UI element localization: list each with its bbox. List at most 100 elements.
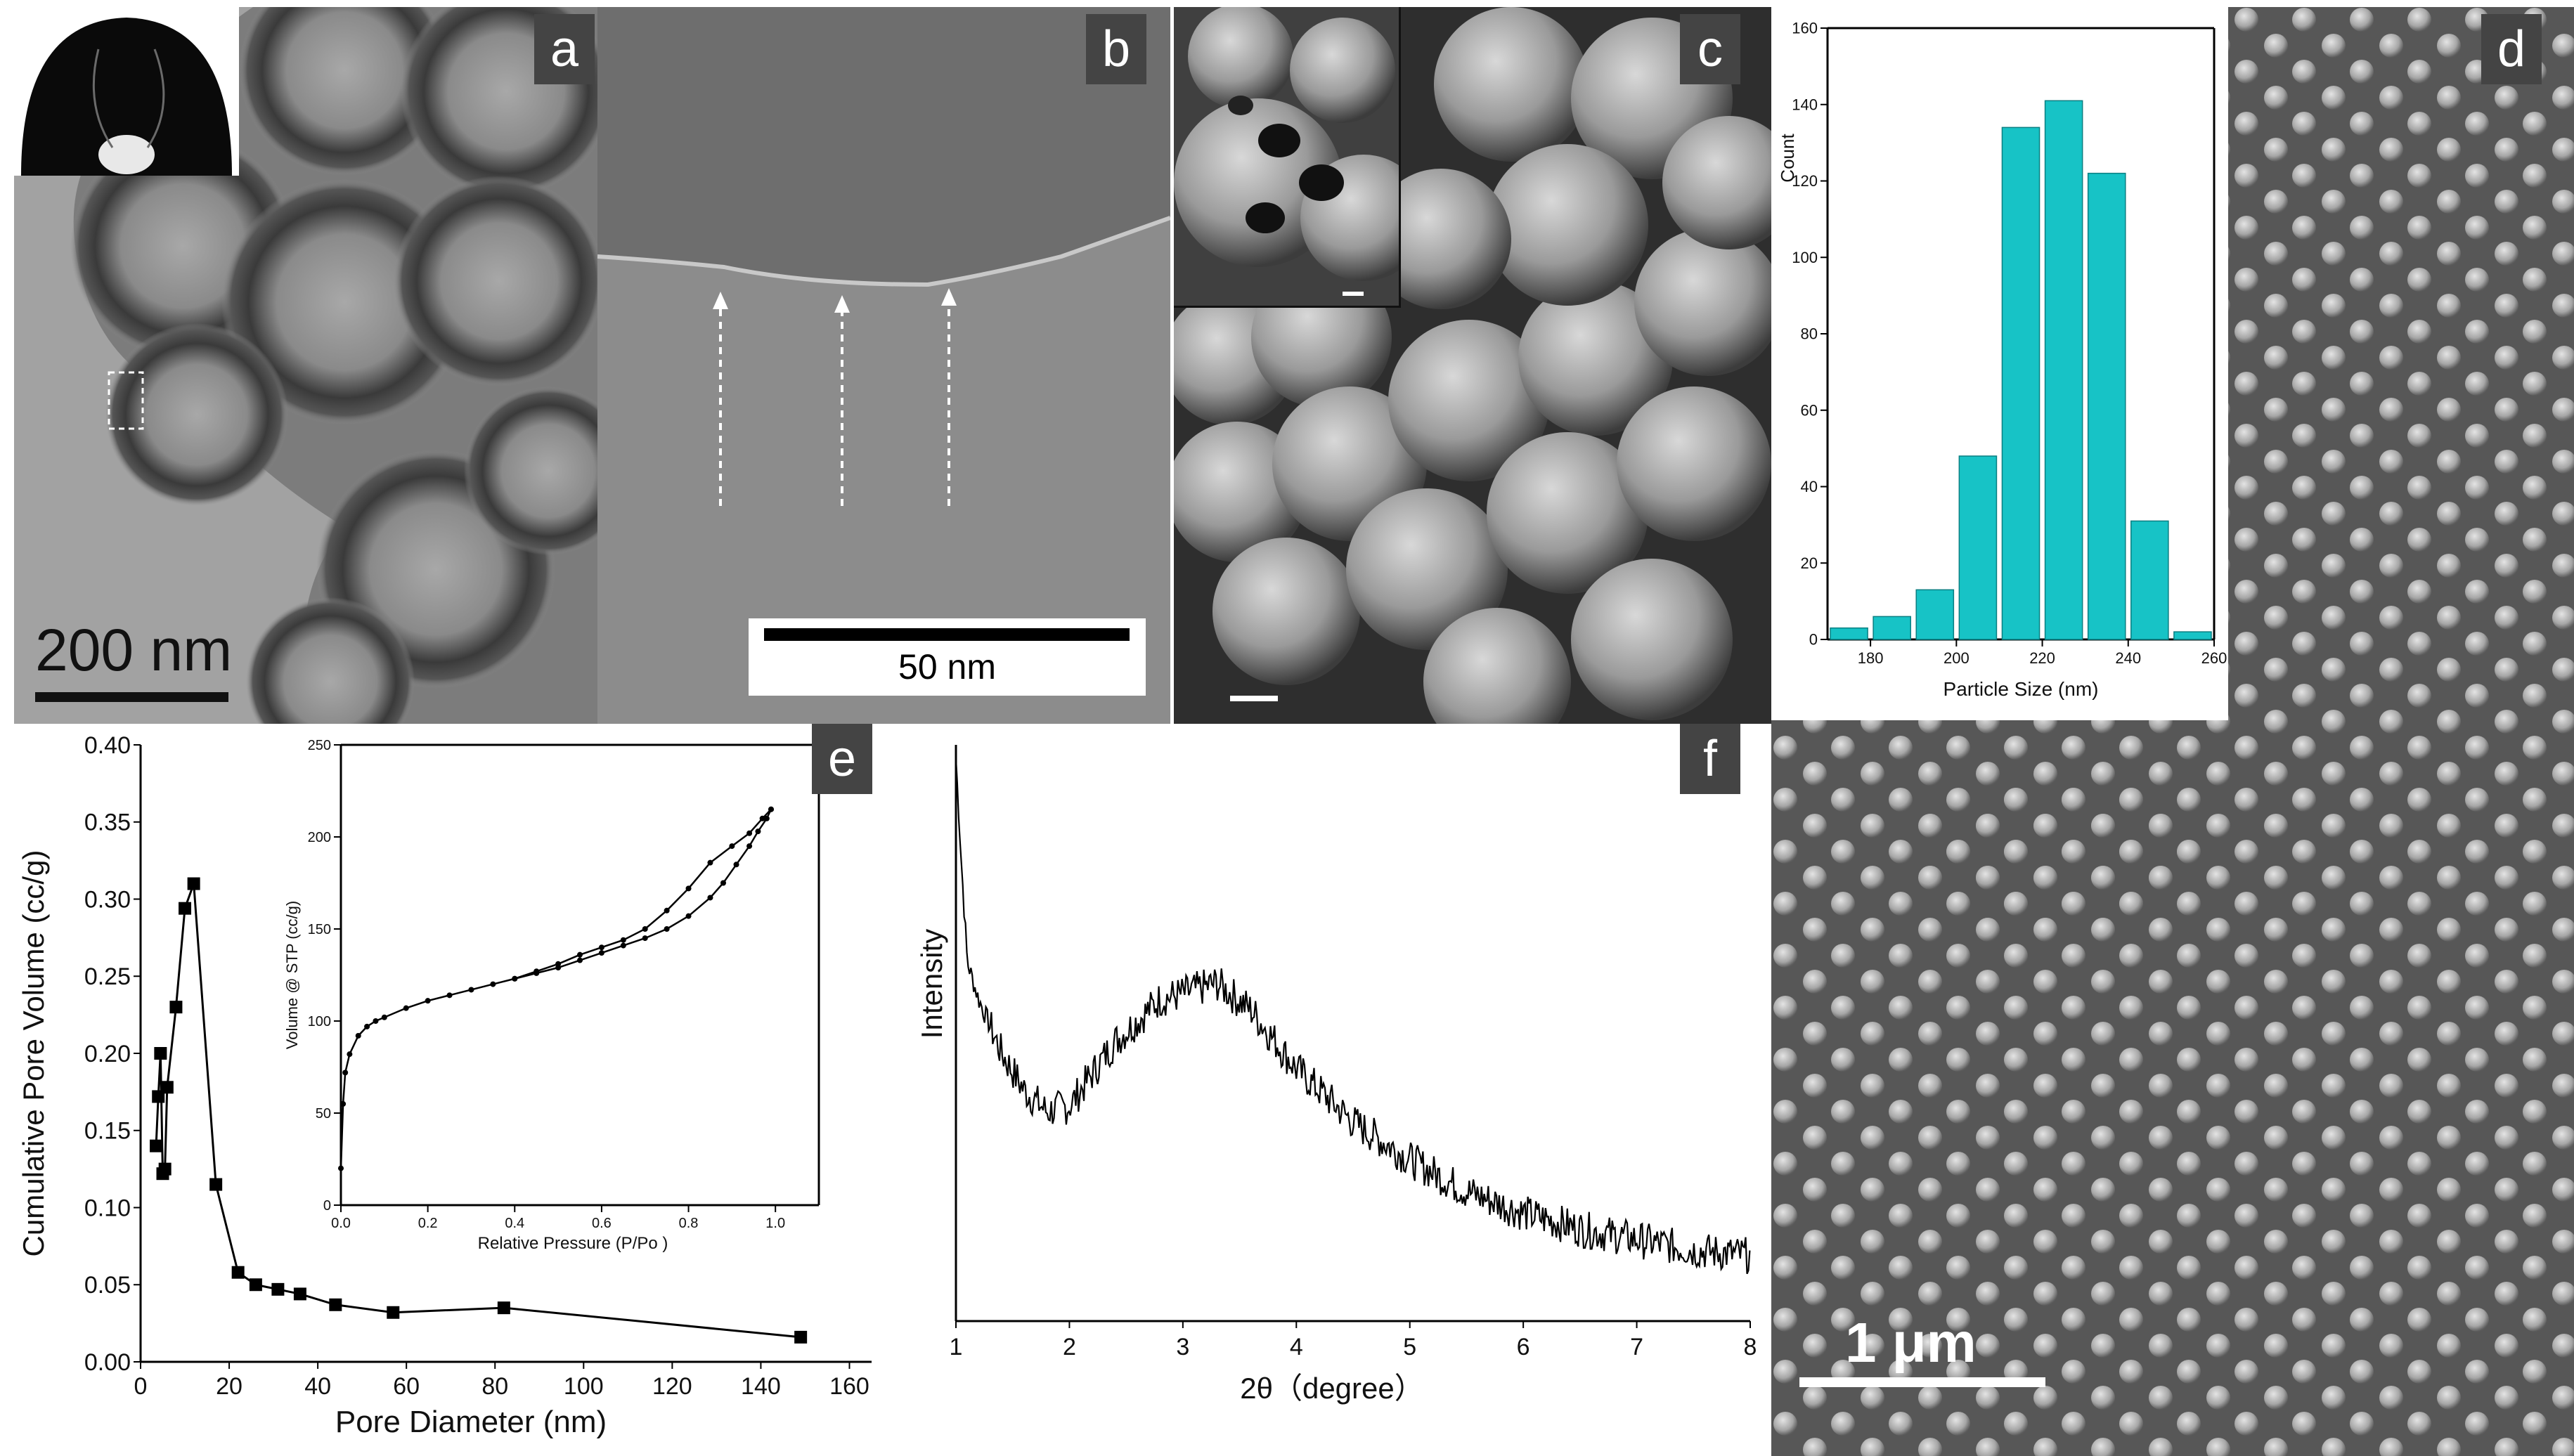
isotherm-point: [364, 1023, 370, 1029]
panel-label-b: b: [1086, 14, 1146, 84]
isotherm-point: [381, 1014, 387, 1020]
x-tick-label: 1.0: [765, 1216, 785, 1231]
isotherm-point: [533, 968, 540, 975]
x-tick-label: 7: [1630, 1334, 1643, 1360]
x-tick-label: 240: [2115, 649, 2141, 667]
histogram-bar: [2130, 520, 2169, 640]
x-tick-label: 0.4: [505, 1216, 524, 1231]
hrtem-edge: [597, 7, 1170, 724]
isotherm-point: [620, 942, 626, 949]
isotherm-point: [555, 961, 562, 967]
panel-label-c: c: [1680, 14, 1740, 84]
pore-volume-point: [179, 902, 192, 915]
histogram-bar: [2001, 126, 2041, 640]
y-tick-label: 50: [316, 1106, 331, 1122]
isotherm-point: [373, 1018, 379, 1024]
y-tick-label: 0.15: [84, 1118, 131, 1145]
x-tick-label: 200: [1944, 649, 1970, 667]
desorption-branch: [514, 808, 772, 980]
pore-volume-point: [497, 1301, 510, 1315]
y-tick-label: 0.00: [84, 1349, 131, 1376]
isotherm-point: [733, 862, 739, 868]
isotherm-point: [642, 935, 648, 942]
x-tick-label: 6: [1517, 1334, 1530, 1360]
x-tick-label: 0: [134, 1373, 148, 1400]
x-axis-title: Pore Diameter (nm): [335, 1405, 607, 1439]
y-tick-label: 0.05: [84, 1272, 131, 1299]
y-tick-label: 0.25: [84, 963, 131, 990]
particle-size-histogram: 180 200 220 240 260 0 20 40 60 80 100 120 140 160 Part…: [1771, 7, 2228, 720]
x-tick-label: 220: [2029, 649, 2055, 667]
x-tick-label: 2: [1063, 1334, 1076, 1360]
x-tick-label: 8: [1744, 1334, 1757, 1360]
isotherm-point: [729, 843, 735, 850]
y-tick-label: 0.30: [84, 886, 131, 913]
isotherm-point: [685, 913, 692, 919]
y-tick-label: 60: [1801, 401, 1818, 419]
isotherm-point: [759, 815, 765, 821]
isotherm-point: [598, 950, 604, 956]
tem-hollow-spheres: [14, 7, 597, 724]
scale-bar-a-label: 200 nm: [35, 617, 233, 683]
isotherm-point: [340, 1100, 347, 1107]
y-tick-label: 80: [1801, 325, 1818, 343]
x-axis-title: Particle Size (nm): [1944, 678, 2099, 700]
x-tick-label: 160: [829, 1373, 869, 1400]
scale-bar-b-box: 50 nm: [749, 618, 1146, 696]
isotherm-point: [425, 998, 431, 1004]
y-tick-label: 100: [1792, 249, 1818, 266]
xrd-pattern-line: [955, 759, 1751, 1275]
scale-bar-a-line: [35, 692, 228, 702]
pore-volume-point: [271, 1282, 285, 1296]
x-tick-label: 0.0: [331, 1216, 351, 1231]
pore-volume-point: [160, 1081, 174, 1094]
x-tick-label: 3: [1176, 1334, 1189, 1360]
scale-bar-d-label: 1 μm: [1845, 1311, 1977, 1374]
isotherm-point: [746, 830, 753, 836]
y-tick-label: 0: [1809, 631, 1818, 649]
y-tick-label: 150: [308, 922, 331, 937]
isotherm-point: [768, 806, 774, 812]
panel-f-chart: 1 2 3 4 5 6 7 8 2θ（degree） Intensity f: [914, 724, 1771, 1456]
isotherm-point: [598, 944, 604, 951]
isotherm-point: [512, 975, 518, 982]
x-tick-label: 1: [950, 1334, 963, 1360]
pore-volume-point: [231, 1266, 245, 1279]
pore-volume-point: [154, 1047, 167, 1060]
inset-y-axis-title: Volume @ STP (cc/g): [283, 901, 301, 1049]
y-axis-title: Intensity: [915, 929, 948, 1039]
x-tick-label: 60: [393, 1373, 420, 1400]
y-tick-label: 20: [1801, 554, 1818, 572]
isotherm-point: [763, 815, 770, 821]
pore-volume-line: [155, 883, 801, 1339]
pore-volume-svg: 0 20 40 60 80 100 120 140 1600.000.050.100.150.2…: [17, 732, 872, 1439]
isotherm-point: [446, 992, 453, 999]
pore-volume-point: [158, 1162, 172, 1176]
x-tick-label: 180: [1858, 649, 1884, 667]
isotherm-point: [707, 895, 713, 901]
x-tick-label: 5: [1403, 1334, 1416, 1360]
isotherm-point: [720, 880, 726, 886]
pore-volume-point: [209, 1178, 223, 1191]
pore-volume-point: [169, 1001, 183, 1014]
y-tick-label: 0.20: [84, 1041, 131, 1067]
y-tick-label: 40: [1801, 478, 1818, 495]
adsorption-branch: [339, 809, 772, 1169]
inset-x-axis-title: Relative Pressure (P/Po ): [478, 1234, 668, 1253]
isotherm-point: [664, 926, 670, 932]
x-tick-label: 40: [304, 1373, 331, 1400]
x-tick-label: 0.2: [418, 1216, 438, 1231]
panel-label-e: e: [812, 724, 872, 794]
panel-label-a: a: [534, 14, 595, 84]
scale-bar-b-line: [764, 628, 1130, 641]
isotherm-point: [338, 1165, 344, 1171]
isotherm-point: [746, 843, 753, 850]
y-tick-label: 160: [1792, 20, 1818, 37]
x-axis-title: 2θ（degree）: [1240, 1372, 1424, 1405]
pore-volume-point: [794, 1330, 808, 1344]
isotherm-point: [347, 1051, 353, 1058]
x-tick-label: 260: [2201, 649, 2227, 667]
y-tick-label: 140: [1792, 96, 1818, 113]
y-tick-label: 0.35: [84, 810, 131, 836]
sem-spheres: [1174, 7, 1771, 724]
